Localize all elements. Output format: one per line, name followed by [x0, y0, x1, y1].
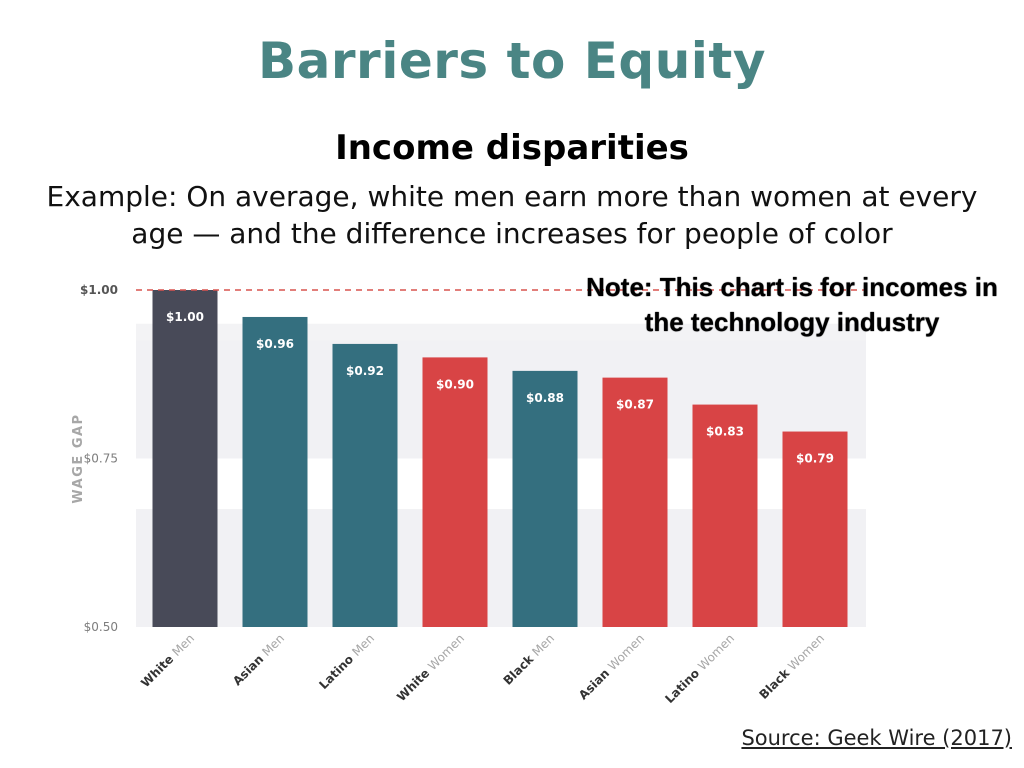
bar-value-label: $1.00 — [166, 310, 204, 324]
bar — [602, 377, 668, 627]
wage-gap-chart: $1.00 $0.75 $0.50 WAGE GAP $1.00 White Men $0.… — [60, 262, 872, 722]
bar — [332, 343, 398, 627]
bar — [422, 357, 488, 627]
slide-title: Barriers to Equity — [258, 32, 766, 90]
bar — [512, 370, 578, 627]
bar-value-label: $0.90 — [436, 377, 474, 391]
bar-value-label: $0.88 — [526, 391, 564, 405]
bar-value-label: $0.79 — [796, 452, 834, 466]
slide-subtitle: Income disparities — [335, 128, 689, 168]
bar-value-label: $0.83 — [706, 425, 744, 439]
y-tick-label: $1.00 — [80, 283, 118, 297]
example-text: Example: On average, white men earn more… — [46, 180, 978, 250]
chart-note: Note: This chart is for incomes in the t… — [586, 272, 998, 337]
source-link[interactable]: Source: Geek Wire (2017) — [741, 726, 1012, 750]
y-axis-label: WAGE GAP — [71, 413, 86, 503]
bar — [692, 404, 758, 627]
bar — [242, 316, 308, 627]
bar-value-label: $0.96 — [256, 337, 294, 351]
bar — [152, 290, 218, 627]
y-tick-label: $0.75 — [84, 452, 118, 466]
bar-value-label: $0.92 — [346, 364, 384, 378]
bar-value-label: $0.87 — [616, 398, 654, 412]
y-tick-label: $0.50 — [84, 620, 118, 634]
bar — [782, 431, 848, 627]
